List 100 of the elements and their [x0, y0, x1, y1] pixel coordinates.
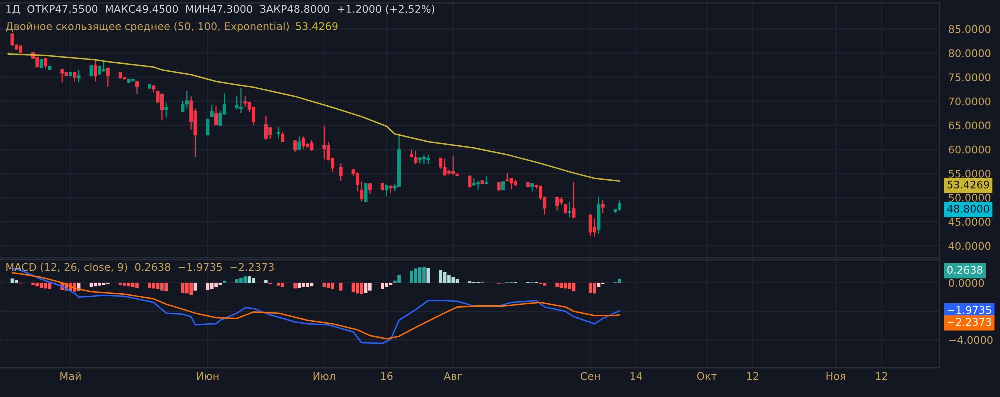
- bar: [186, 283, 189, 294]
- candlestick: [185, 90, 189, 110]
- candlestick: [160, 93, 164, 121]
- y-tick-label: 70.0000: [949, 98, 991, 106]
- bar: [352, 283, 356, 292]
- chart-title: MACD (12, 26, close, 9) 0.2638 −1.9735 −2.2373: [6, 263, 274, 272]
- y-tick-label: 40.0000: [948, 242, 991, 250]
- bar: [414, 268, 418, 283]
- bar: [439, 270, 443, 283]
- candlestick: [102, 61, 106, 74]
- bar: [322, 283, 326, 288]
- candlestick: [468, 175, 472, 188]
- candlestick: [44, 58, 48, 70]
- candlestick: [210, 104, 214, 118]
- bar: [277, 283, 280, 286]
- bar: [339, 283, 343, 291]
- x-tick-label: 12: [747, 372, 758, 380]
- candlestick: [136, 80, 139, 95]
- x-tick-label: Авг: [444, 372, 462, 380]
- bar: [560, 283, 564, 288]
- candlestick: [214, 106, 218, 126]
- y-tick-label: 65.0000: [949, 122, 991, 130]
- candlestick: [422, 154, 426, 165]
- bar: [385, 283, 388, 288]
- bar: [368, 283, 372, 291]
- bar: [44, 283, 48, 289]
- bar: [40, 283, 44, 288]
- x-tick-label: Окт: [697, 372, 718, 380]
- y-tick-label: 45.0000: [948, 218, 991, 226]
- candlestick: [302, 136, 306, 150]
- candlestick: [298, 136, 302, 152]
- candlestick: [593, 218, 597, 238]
- bar: [90, 283, 94, 288]
- line-series: [8, 54, 620, 182]
- candlestick: [476, 180, 480, 191]
- candlestick: [73, 72, 77, 82]
- candlestick: [360, 181, 364, 202]
- bar: [148, 283, 152, 288]
- candlestick: [244, 96, 248, 108]
- bar: [331, 283, 334, 290]
- bar: [588, 283, 592, 293]
- candlestick: [94, 58, 98, 82]
- candlestick: [264, 115, 268, 141]
- bar: [136, 283, 139, 288]
- text: 0.2638: [948, 266, 983, 274]
- candlestick: [601, 200, 605, 214]
- x-tick-label: 12: [876, 372, 888, 380]
- bar: [248, 276, 252, 283]
- candlestick: [310, 139, 314, 152]
- bar: [452, 277, 456, 283]
- candlestick: [443, 158, 447, 177]
- candlestick: [164, 102, 168, 118]
- bar: [264, 280, 268, 283]
- x-tick-label: 16: [381, 372, 393, 380]
- x-tick-label: Июл: [314, 372, 336, 380]
- x-tick-label: Май: [60, 372, 81, 380]
- annotation: 53.4269: [296, 22, 338, 30]
- bar: [181, 283, 185, 293]
- bar: [252, 278, 256, 283]
- bar: [164, 283, 168, 292]
- bar: [210, 283, 214, 290]
- candlestick: [281, 131, 285, 143]
- y-tick-label: −4.0000: [949, 336, 993, 344]
- candlestick: [568, 202, 572, 218]
- x-tick-label: Ноя: [826, 372, 846, 380]
- bar: [543, 283, 547, 286]
- bar: [244, 276, 248, 283]
- bar: [156, 283, 160, 290]
- bar: [98, 283, 102, 286]
- bar: [422, 267, 426, 283]
- bar: [568, 283, 572, 290]
- candlestick: [252, 106, 256, 126]
- bar: [131, 283, 135, 288]
- bar: [326, 283, 330, 288]
- y-tick-label: 85.0000: [949, 25, 991, 34]
- bar: [214, 283, 218, 288]
- x-tick-label: 14: [630, 372, 642, 380]
- y-tick-label: 60.0000: [949, 146, 991, 154]
- candlestick: [276, 126, 280, 140]
- text: 53.4269: [948, 180, 990, 189]
- candlestick: [556, 196, 560, 212]
- bar: [298, 283, 302, 288]
- bar: [160, 283, 164, 291]
- text: −1.9735: [948, 306, 992, 314]
- text: −2.2373: [948, 318, 992, 326]
- x-tick-label: Июн: [197, 372, 219, 380]
- bar: [48, 283, 52, 290]
- bar: [448, 275, 451, 283]
- candlestick: [106, 67, 110, 88]
- bar: [418, 268, 422, 283]
- candlestick: [268, 126, 272, 140]
- bar: [294, 283, 297, 289]
- y-tick-label: 75.0000: [949, 74, 991, 82]
- bar: [14, 280, 18, 283]
- text: 48.8000: [947, 204, 990, 213]
- candlestick: [322, 125, 326, 160]
- bar: [302, 283, 306, 288]
- bar: [398, 275, 401, 283]
- text: Двойное скользящее среднее (50, 100, Exponential): [6, 22, 289, 32]
- bar: [556, 283, 560, 288]
